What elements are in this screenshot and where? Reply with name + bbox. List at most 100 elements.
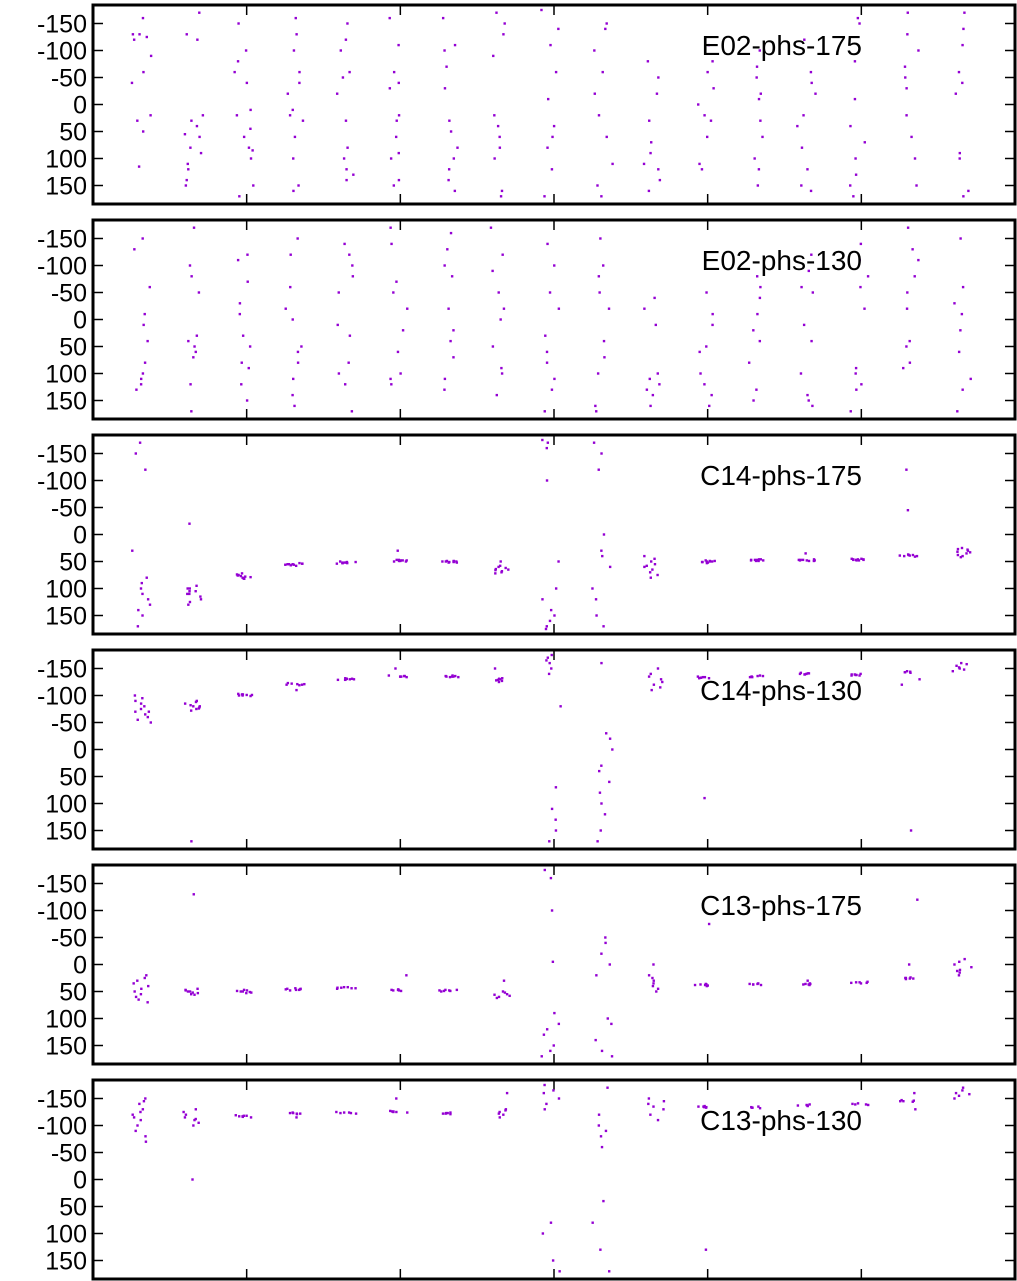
data-point	[448, 675, 452, 679]
data-point	[598, 791, 602, 794]
data-point	[962, 668, 966, 671]
data-point	[447, 307, 450, 310]
data-point	[959, 329, 962, 332]
data-point	[960, 661, 963, 665]
y-tick-label: 100	[45, 1221, 87, 1249]
y-tick-label: 100	[45, 576, 87, 604]
data-point	[596, 372, 600, 375]
data-point	[295, 1112, 298, 1115]
data-point	[650, 688, 653, 692]
data-point	[496, 124, 500, 128]
data-point	[756, 184, 760, 187]
data-point	[605, 22, 608, 25]
data-point	[491, 269, 494, 273]
data-point	[143, 312, 146, 316]
data-point	[807, 399, 810, 402]
data-point	[392, 1110, 395, 1114]
data-point	[809, 982, 812, 986]
data-point	[806, 168, 809, 171]
data-point	[507, 568, 510, 571]
data-point	[653, 563, 657, 566]
data-point	[543, 1083, 546, 1087]
data-point	[187, 603, 190, 606]
data-point	[970, 966, 973, 969]
data-point	[958, 968, 962, 972]
data-point	[241, 693, 245, 696]
data-point	[703, 114, 706, 117]
data-point	[756, 982, 759, 986]
data-point	[343, 242, 346, 246]
data-point	[392, 291, 395, 294]
data-point	[603, 813, 607, 816]
data-point	[959, 555, 963, 559]
data-point	[956, 410, 959, 413]
data-point	[138, 33, 141, 36]
data-point	[904, 976, 907, 980]
data-point	[751, 1106, 754, 1109]
data-point	[491, 345, 495, 348]
data-point	[750, 675, 753, 678]
data-point	[856, 1102, 860, 1105]
data-point	[448, 989, 451, 992]
data-point	[186, 990, 190, 993]
data-point	[699, 676, 703, 679]
data-point	[805, 559, 808, 562]
data-point	[611, 748, 614, 751]
data-point	[137, 998, 140, 1001]
data-point	[652, 1105, 655, 1108]
data-point	[651, 984, 655, 988]
data-point	[967, 189, 970, 193]
data-point	[442, 989, 446, 993]
data-point	[133, 990, 136, 993]
data-point	[902, 366, 905, 370]
data-point	[600, 802, 603, 805]
data-point	[396, 549, 399, 552]
data-point	[189, 704, 192, 707]
data-point	[298, 561, 301, 565]
panel-title: C13-phs-175	[700, 890, 862, 921]
data-point	[346, 985, 349, 989]
data-point	[297, 184, 300, 187]
data-point	[903, 65, 907, 68]
data-point	[132, 982, 135, 985]
data-point	[292, 157, 295, 160]
data-point	[392, 560, 396, 563]
data-point	[454, 674, 457, 678]
data-point	[863, 307, 866, 310]
data-point	[195, 584, 198, 587]
data-point	[661, 680, 664, 684]
data-point	[549, 1049, 552, 1053]
data-point	[457, 675, 460, 679]
data-point	[854, 1103, 857, 1106]
data-point	[346, 146, 349, 149]
data-point	[238, 1115, 241, 1118]
data-point	[336, 678, 340, 682]
data-point	[505, 1091, 509, 1095]
data-point	[963, 957, 966, 961]
data-point	[133, 248, 136, 251]
y-tick-label: -50	[51, 65, 87, 93]
data-point	[707, 677, 711, 680]
data-point	[136, 718, 139, 721]
data-point	[858, 22, 861, 25]
data-point	[545, 350, 549, 354]
data-point	[548, 661, 551, 665]
data-point	[245, 989, 249, 992]
data-point	[552, 1044, 555, 1047]
y-tick-label: 150	[45, 1033, 87, 1061]
data-point	[233, 70, 236, 74]
data-point	[286, 92, 290, 95]
data-point	[595, 614, 598, 617]
data-point	[293, 404, 296, 408]
data-point	[554, 818, 557, 821]
data-point	[296, 361, 300, 364]
data-point	[961, 554, 964, 558]
data-point	[647, 189, 651, 193]
data-point	[236, 258, 240, 262]
data-point	[440, 990, 443, 993]
data-point	[758, 339, 762, 343]
data-point	[192, 893, 195, 896]
data-point	[351, 275, 355, 278]
y-tick-label: 0	[73, 1167, 87, 1195]
